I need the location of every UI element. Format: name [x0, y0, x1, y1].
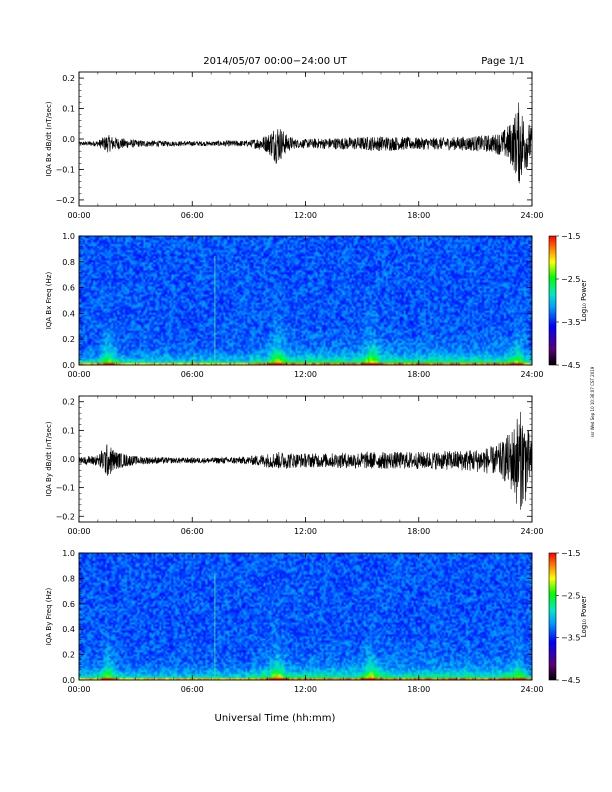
y-tick-label: 0.4	[62, 309, 75, 318]
x-tick-label: 06:00	[181, 211, 204, 220]
bx-spectrogram-panel: 1.0 0.8 0.6 0.4 0.2 0.0 IQA Bx Freq (Hz) 00:00 0…	[45, 232, 588, 379]
y-tick-label: −0.2	[56, 512, 75, 521]
colorbar-tick-label: −4.5	[561, 676, 580, 685]
y-tick-label: 0.0	[62, 135, 75, 144]
y-tick-label: 0.4	[62, 625, 75, 634]
colorbar-title: Log₁₀ Power	[580, 280, 588, 322]
colorbar-tick-label: −2.5	[561, 591, 580, 600]
y-axis-title: IQA Bx dB/dt (nT/sec)	[45, 101, 53, 176]
x-tick-label: 24:00	[520, 211, 543, 220]
y-tick-label: 0.1	[62, 426, 75, 435]
x-tick-label: 12:00	[294, 527, 317, 536]
x-tick-label: 06:00	[181, 527, 204, 536]
x-tick-label: 00:00	[67, 370, 90, 379]
x-tick-label: 24:00	[520, 685, 543, 694]
by-dbdt-panel: 0.2 0.1 0.0 −0.1 −0.2 IQA By dB/dt (nT/sec) 00…	[45, 395, 544, 536]
colorbar-tick-label: −1.5	[561, 232, 580, 241]
x-axis-title: Universal Time (hh:mm)	[215, 713, 336, 724]
colorbar-tick-label: −2.5	[561, 275, 580, 284]
y-tick-label: 0.8	[62, 574, 75, 583]
y-tick-label: −0.2	[56, 196, 75, 205]
x-tick-label: 18:00	[407, 211, 430, 220]
y-tick-label: 0.2	[62, 335, 75, 344]
y-tick-label: 0.2	[62, 398, 75, 407]
x-tick-label: 00:00	[67, 211, 90, 220]
y-tick-label: 0.0	[62, 676, 75, 685]
colorbar-title: Log₁₀ Power	[580, 596, 588, 638]
x-tick-label: 24:00	[520, 370, 543, 379]
y-tick-label: 0.2	[62, 651, 75, 660]
spectrogram-image	[79, 553, 532, 680]
x-tick-label: 00:00	[67, 527, 90, 536]
y-axis-title: IQA Bx Freq (Hz)	[45, 272, 53, 330]
y-tick-label: 0.2	[62, 74, 75, 83]
y-axis-title: IQA By dB/dt (nT/sec)	[45, 421, 53, 496]
x-tick-label: 18:00	[407, 685, 430, 694]
bx-dbdt-panel: 0.2 0.1 0.0 −0.1 −0.2 IQA Bx dB/dt (nT/sec) 00…	[45, 71, 544, 220]
header-page: Page 1/1	[481, 56, 524, 67]
y-tick-label: 1.0	[62, 232, 75, 241]
x-tick-label: 06:00	[181, 685, 204, 694]
colorbar-tick-label: −3.5	[561, 634, 580, 643]
y-tick-label: 0.0	[62, 455, 75, 464]
y-tick-label: 0.6	[62, 284, 75, 293]
y-tick-label: 0.8	[62, 258, 75, 267]
colorbar	[548, 552, 557, 681]
y-tick-label: 1.0	[62, 549, 75, 558]
x-tick-label: 18:00	[407, 527, 430, 536]
header-date-range: 2014/05/07 00:00−24:00 UT	[203, 56, 347, 67]
y-tick-label: 0.0	[62, 361, 75, 370]
x-tick-label: 24:00	[520, 527, 543, 536]
x-tick-label: 00:00	[67, 685, 90, 694]
y-tick-label: 0.6	[62, 600, 75, 609]
colorbar	[548, 235, 557, 366]
x-tick-label: 12:00	[294, 685, 317, 694]
x-tick-label: 18:00	[407, 370, 430, 379]
dbdt-trace	[78, 411, 533, 510]
colorbar-tick-label: −1.5	[561, 549, 580, 558]
y-tick-label: −0.1	[56, 484, 75, 493]
x-tick-label: 06:00	[181, 370, 204, 379]
colorbar-tick-label: −4.5	[561, 361, 580, 370]
side-stamp: ssr Wed Sep 10 10:36:07 CST 2019	[590, 366, 595, 437]
colorbar-tick-label: −3.5	[561, 318, 580, 327]
x-tick-label: 12:00	[294, 370, 317, 379]
y-tick-label: 0.1	[62, 105, 75, 114]
y-axis-title: IQA By Freq (Hz)	[45, 588, 53, 646]
dbdt-trace	[78, 102, 533, 184]
y-tick-label: −0.1	[56, 165, 75, 174]
by-spectrogram-panel: 1.0 0.8 0.6 0.4 0.2 0.0 IQA By Freq (Hz) 00:00 0…	[45, 549, 588, 694]
x-tick-label: 12:00	[294, 211, 317, 220]
spectrogram-image	[79, 236, 532, 365]
